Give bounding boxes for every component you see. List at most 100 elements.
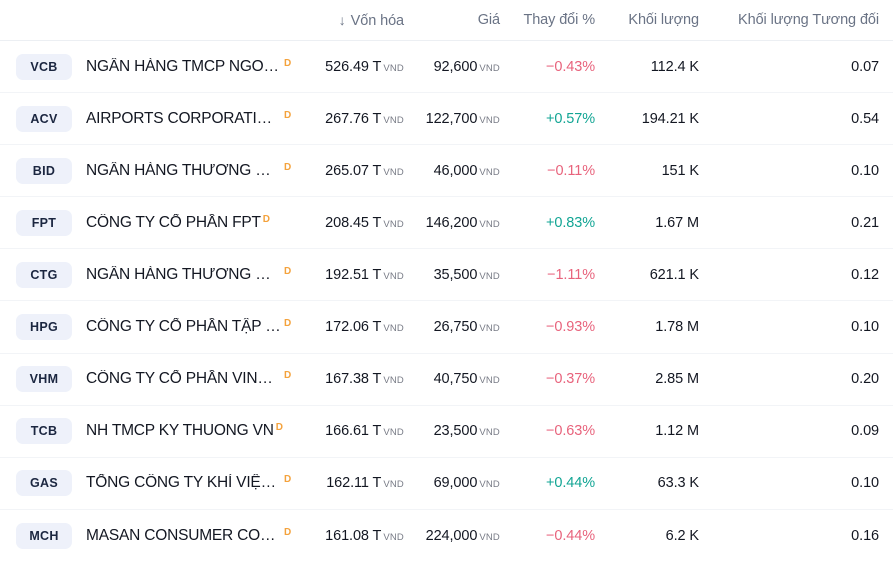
exchange-flag-icon: D	[284, 370, 292, 382]
cell-change-percent: −0.11%	[547, 162, 595, 179]
table-row[interactable]: GAS TỔNG CÔNG TY KHÍ VIỆT N... D 162.11 T VN…	[0, 457, 893, 510]
cell-market-cap: 526.49 T VND	[311, 59, 418, 75]
ticker-badge[interactable]: HPG	[16, 314, 72, 341]
market-cap-unit: VND	[383, 531, 404, 543]
cell-symbol[interactable]: TCB NH TMCP KY THUONG VN D	[0, 418, 311, 445]
market-cap-value: 172.06 T	[325, 319, 382, 336]
company-name-wrap: MASAN CONSUMER CORPOR...D	[86, 527, 291, 545]
cell-change-percent: −0.37%	[546, 371, 595, 388]
ticker-badge[interactable]: MCH	[16, 522, 72, 549]
cell-symbol[interactable]: VCB NGÂN HÀNG TMCP NGOẠI T... D	[0, 53, 311, 80]
exchange-flag-icon: D	[284, 474, 292, 486]
cell-market-cap: 267.76 T VND	[311, 111, 418, 127]
table-row[interactable]: VCB NGÂN HÀNG TMCP NGOẠI T... D 526.49 T VND…	[0, 41, 893, 94]
cell-market-cap: 166.61 T VND	[311, 423, 418, 439]
column-header-change-percent[interactable]: Thay đổi %	[523, 12, 595, 28]
cell-change-percent: −0.43%	[546, 58, 595, 75]
table-row[interactable]: VHM CÔNG TY CỔ PHẦN VINHO... D 167.38 T VND 4…	[0, 353, 893, 406]
column-header-price[interactable]: Giá	[477, 12, 500, 28]
table-row[interactable]: HPG CÔNG TY CỔ PHẦN TẬP ĐO... D 172.06 T VND…	[0, 301, 893, 354]
cell-volume: 1.78 M	[655, 319, 699, 336]
cell-volume: 112.4 K	[650, 58, 699, 75]
cell-price: 35,500 VND	[418, 267, 514, 283]
cell-market-cap: 265.07 T VND	[311, 163, 418, 179]
table-row[interactable]: CTG NGÂN HÀNG THƯƠNG MẠI ... D 192.51 T VND 3…	[0, 249, 893, 302]
table-row[interactable]: BID NGÂN HÀNG THƯƠNG MẠI ... D 265.07 T VND 4…	[0, 145, 893, 198]
price-value: 146,200	[425, 214, 478, 231]
cell-symbol[interactable]: CTG NGÂN HÀNG THƯƠNG MẠI ... D	[0, 261, 311, 288]
market-cap-value: 161.08 T	[325, 527, 382, 544]
ticker-badge[interactable]: ACV	[16, 105, 72, 132]
cell-symbol[interactable]: GAS TỔNG CÔNG TY KHÍ VIỆT N... D	[0, 470, 311, 497]
company-name-wrap: CÔNG TY CỔ PHẦN VINHO... D	[86, 370, 291, 388]
ticker-badge[interactable]: GAS	[16, 470, 72, 497]
cell-price: 224,000 VND	[418, 528, 514, 544]
ticker-badge[interactable]: FPT	[16, 209, 72, 236]
table-header-row: ↓ Vốn hóa Giá Thay đổi % Khối lượng Khối …	[0, 0, 893, 41]
price-value: 69,000	[433, 475, 478, 492]
ticker-badge[interactable]: VCB	[16, 53, 72, 80]
market-cap-value: 526.49 T	[325, 58, 382, 75]
company-name: CÔNG TY CỔ PHẦN VINHO...	[86, 370, 282, 388]
cell-relative-volume: 0.21	[851, 214, 879, 231]
cell-symbol[interactable]: VHM CÔNG TY CỔ PHẦN VINHO... D	[0, 366, 311, 393]
cell-volume: 2.85 M	[655, 371, 699, 388]
cell-price: 69,000 VND	[418, 475, 514, 491]
cell-relative-volume: 0.12	[851, 266, 879, 283]
column-header-market-cap[interactable]: ↓ Vốn hóa	[311, 12, 418, 29]
cell-symbol[interactable]: HPG CÔNG TY CỔ PHẦN TẬP ĐO... D	[0, 314, 311, 341]
market-cap-unit: VND	[383, 62, 404, 74]
cell-relative-volume: 0.10	[851, 475, 879, 492]
exchange-flag-icon: D	[284, 318, 292, 330]
cell-price: 26,750 VND	[418, 319, 514, 335]
exchange-flag-icon: D	[284, 57, 292, 69]
company-name: TỔNG CÔNG TY KHÍ VIỆT N...	[86, 474, 282, 492]
market-cap-unit: VND	[383, 479, 404, 491]
cell-relative-volume: 0.07	[851, 58, 879, 75]
ticker-badge[interactable]: BID	[16, 157, 72, 184]
market-cap-unit: VND	[383, 323, 404, 335]
market-cap-value: 265.07 T	[325, 162, 382, 179]
price-unit: VND	[479, 270, 500, 282]
column-header-relative-volume[interactable]: Khối lượng Tương đối	[738, 12, 879, 28]
cell-market-cap: 172.06 T VND	[311, 319, 418, 335]
cell-price: 92,600 VND	[418, 59, 514, 75]
market-cap-value: 208.45 T	[325, 214, 382, 231]
cell-market-cap: 167.38 T VND	[311, 371, 418, 387]
table-row[interactable]: FPT CÔNG TY CỔ PHẦN FPT D 208.45 T VND 146,20…	[0, 197, 893, 250]
market-cap-value: 267.76 T	[325, 110, 382, 127]
cell-symbol[interactable]: ACV AIRPORTS CORPORATION O...D	[0, 105, 311, 132]
price-value: 40,750	[433, 371, 478, 388]
company-name-wrap: TỔNG CÔNG TY KHÍ VIỆT N... D	[86, 474, 291, 492]
company-name-wrap: NGÂN HÀNG THƯƠNG MẠI ... D	[86, 162, 291, 180]
company-name-wrap: NH TMCP KY THUONG VN D	[86, 422, 283, 440]
price-value: 35,500	[433, 266, 478, 283]
company-name: CÔNG TY CỔ PHẦN TẬP ĐO...	[86, 318, 282, 336]
price-unit: VND	[479, 166, 500, 178]
cell-symbol[interactable]: FPT CÔNG TY CỔ PHẦN FPT D	[0, 209, 311, 236]
company-name: NGÂN HÀNG THƯƠNG MẠI ...	[86, 265, 282, 283]
cell-symbol[interactable]: BID NGÂN HÀNG THƯƠNG MẠI ... D	[0, 157, 311, 184]
column-header-volume[interactable]: Khối lượng	[628, 12, 699, 28]
cell-market-cap: 208.45 T VND	[311, 215, 418, 231]
cell-volume: 6.2 K	[665, 527, 699, 544]
market-cap-unit: VND	[383, 114, 404, 126]
price-value: 26,750	[433, 319, 478, 336]
cell-symbol[interactable]: MCH MASAN CONSUMER CORPOR...D	[0, 522, 311, 549]
ticker-badge[interactable]: TCB	[16, 418, 72, 445]
ticker-badge[interactable]: VHM	[16, 366, 72, 393]
exchange-flag-icon: D	[284, 109, 292, 121]
price-unit: VND	[479, 531, 500, 543]
sort-descending-icon: ↓	[338, 11, 346, 28]
cell-market-cap: 162.11 T VND	[311, 475, 418, 491]
ticker-badge[interactable]: CTG	[16, 261, 72, 288]
price-unit: VND	[479, 62, 500, 74]
company-name-wrap: CÔNG TY CỔ PHẦN TẬP ĐO... D	[86, 318, 291, 336]
table-row[interactable]: TCB NH TMCP KY THUONG VN D 166.61 T VND 23,50…	[0, 405, 893, 458]
table-body: VCB NGÂN HÀNG TMCP NGOẠI T... D 526.49 T VND…	[0, 41, 893, 562]
market-cap-unit: VND	[383, 218, 404, 230]
cell-change-percent: +0.44%	[546, 475, 595, 492]
